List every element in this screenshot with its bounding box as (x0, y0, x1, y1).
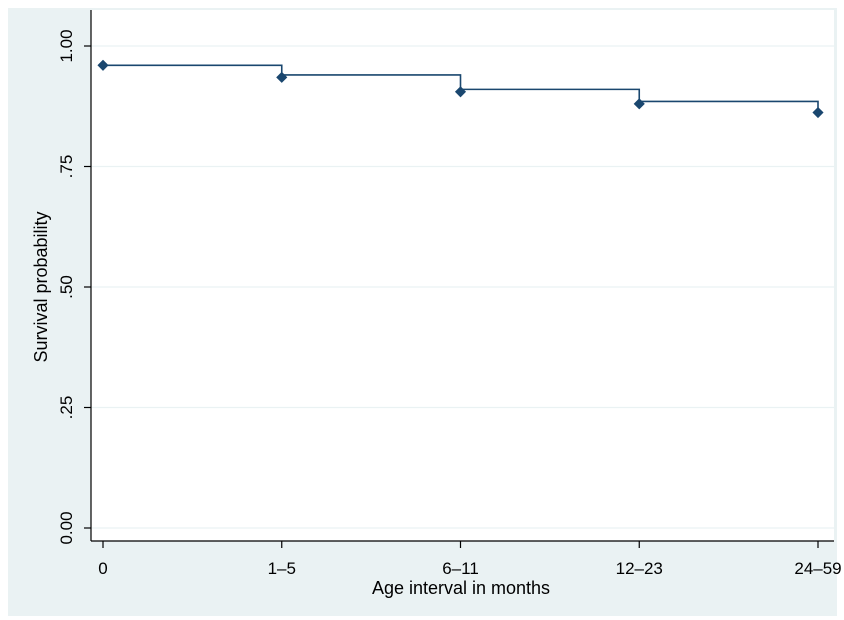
y-tick-label: .50 (57, 275, 76, 299)
y-tick-label: .75 (57, 155, 76, 179)
data-point (97, 59, 109, 71)
y-tick-label: 0.00 (57, 511, 76, 544)
y-tick-label: 1.00 (57, 29, 76, 62)
x-tick-label: 1–5 (268, 559, 296, 578)
x-tick-label: 12–23 (616, 559, 663, 578)
axes: 0.00 .25 .50 .75 1.00 0 1–5 6–11 12–23 24–59 (57, 10, 842, 578)
plot-area (91, 10, 834, 541)
data-point (633, 98, 645, 110)
x-tick-label: 6–11 (442, 559, 479, 578)
y-tick-label: .25 (57, 396, 76, 420)
series (97, 59, 824, 119)
data-point (812, 106, 824, 119)
gridlines (91, 45, 834, 529)
y-axis-title: Survival probability (31, 211, 51, 362)
x-tick-label: 24–59 (794, 559, 841, 578)
data-point (454, 86, 467, 98)
x-axis-title: Age interval in months (372, 578, 550, 598)
data-point (276, 71, 288, 83)
x-tick-label: 0 (98, 559, 107, 578)
